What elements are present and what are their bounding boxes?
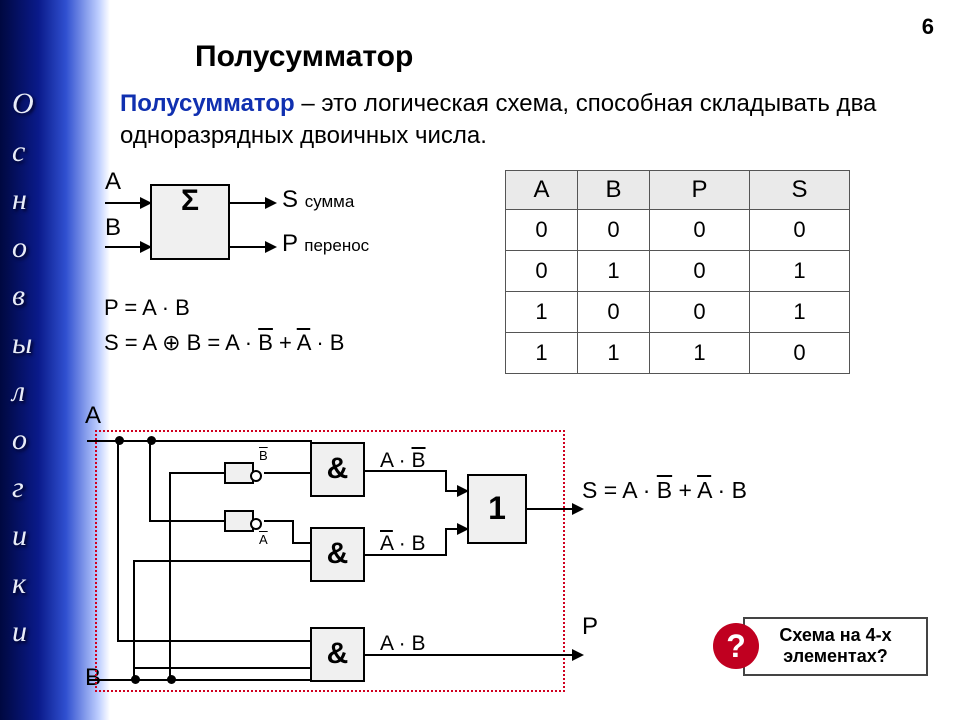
sidebar-char: ы — [12, 320, 72, 368]
callout-badge-icon: ? — [713, 623, 759, 669]
table-header: B — [578, 171, 650, 210]
sigma-block-diagram: A B Σ S сумма P перенос — [100, 168, 450, 288]
and-gate-2: & — [310, 527, 365, 582]
table-cell: 1 — [750, 251, 850, 292]
formula-s: S = A ⊕ B = A · B + A · B — [104, 330, 344, 356]
table-cell: 1 — [578, 251, 650, 292]
sidebar-char: л — [12, 368, 72, 416]
output-s-arrow-schematic — [527, 508, 582, 510]
sidebar-char: г — [12, 464, 72, 512]
table-row: 1001 — [506, 292, 850, 333]
and-gate-3: & — [310, 627, 365, 682]
formula-s-out: S = A · B + A · B — [582, 477, 747, 504]
truth-table: ABPS 0000010110011110 — [505, 170, 850, 374]
sidebar-char: с — [12, 128, 72, 176]
table-cell: 1 — [506, 333, 578, 374]
page-number: 6 — [922, 14, 934, 40]
table-row: 0101 — [506, 251, 850, 292]
output-p-label: P перенос — [282, 230, 369, 258]
sidebar-char: о — [12, 416, 72, 464]
callout-box: ? Схема на 4-х элементах? — [743, 617, 928, 676]
input-a-arrow — [105, 202, 150, 204]
input-b-arrow — [105, 246, 150, 248]
table-row: 1110 — [506, 333, 850, 374]
table-cell: 1 — [506, 292, 578, 333]
schematic-detailed: B A & & & A · B A · B A · B 1 — [95, 430, 565, 692]
table-cell: 1 — [750, 292, 850, 333]
sidebar-char: н — [12, 176, 72, 224]
table-cell: 0 — [578, 210, 650, 251]
not-gate-a — [224, 510, 254, 532]
definition-term: Полусумматор — [120, 90, 295, 117]
table-cell: 1 — [650, 333, 750, 374]
table-cell: 0 — [506, 251, 578, 292]
sidebar-title: Основы логики — [12, 80, 72, 656]
sidebar-char: к — [12, 560, 72, 608]
table-cell: 0 — [650, 251, 750, 292]
schematic-in-a: A — [85, 402, 101, 430]
sidebar-char: в — [12, 272, 72, 320]
sidebar-char: о — [12, 224, 72, 272]
callout-text: Схема на 4-х элементах? — [779, 625, 891, 667]
table-cell: 0 — [506, 210, 578, 251]
table-cell: 1 — [578, 333, 650, 374]
definition-text: Полусумматор – это логическая схема, спо… — [120, 88, 945, 153]
or-gate: 1 — [467, 474, 527, 544]
formula-p: P = A · B — [104, 295, 190, 321]
table-header: A — [506, 171, 578, 210]
input-b-label: B — [105, 214, 121, 242]
sidebar-char: О — [12, 80, 72, 128]
table-header: P — [650, 171, 750, 210]
output-s-label: S сумма — [282, 186, 354, 214]
output-p-arrow-schematic — [365, 654, 582, 656]
input-a-label: A — [105, 168, 121, 196]
not-b-label: B — [259, 448, 268, 463]
output-p-label-schematic: P — [582, 613, 598, 641]
table-cell: 0 — [650, 292, 750, 333]
and2-expr: A · B — [380, 532, 426, 556]
table-cell: 0 — [750, 333, 850, 374]
table-header: S — [750, 171, 850, 210]
and3-expr: A · B — [380, 632, 426, 656]
output-p-arrow — [230, 246, 275, 248]
and-gate-1: & — [310, 442, 365, 497]
sidebar-char: и — [12, 512, 72, 560]
page-title: Полусумматор — [195, 40, 413, 74]
table-cell: 0 — [750, 210, 850, 251]
table-cell: 0 — [650, 210, 750, 251]
table-row: 0000 — [506, 210, 850, 251]
sidebar-char: и — [12, 608, 72, 656]
table-cell: 0 — [578, 292, 650, 333]
output-s-arrow — [230, 202, 275, 204]
not-gate-b — [224, 462, 254, 484]
not-a-label: A — [259, 532, 268, 547]
sigma-gate: Σ — [150, 184, 230, 260]
